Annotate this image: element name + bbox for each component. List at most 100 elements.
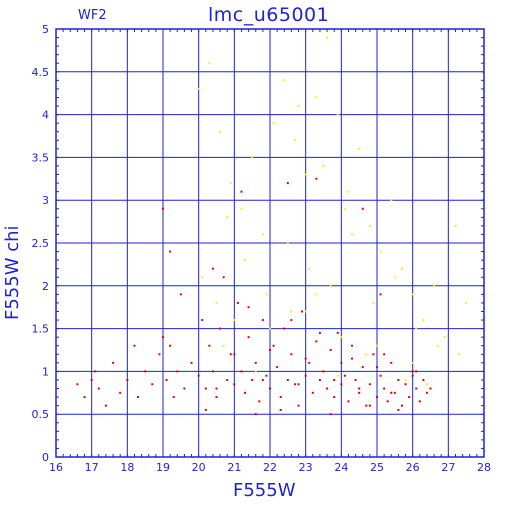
red-point (222, 276, 225, 279)
yellow-point (293, 139, 296, 142)
yellow-point (422, 319, 425, 322)
red-point (261, 378, 264, 381)
yellow-point (372, 301, 375, 304)
y-tick-label: 0 (42, 451, 49, 464)
yellow-point (347, 190, 350, 193)
yellow-point (297, 105, 300, 108)
red-point (290, 353, 293, 356)
yellow-point (326, 36, 329, 39)
red-point (286, 378, 289, 381)
red-point (176, 370, 179, 373)
red-point (290, 319, 293, 322)
yellow-point (226, 216, 229, 219)
red-point (151, 383, 154, 386)
yellow-point (368, 224, 371, 227)
red-point (301, 310, 304, 313)
x-tick-label: 19 (156, 461, 170, 474)
red-point (240, 370, 243, 373)
yellow-point (390, 199, 393, 202)
yellow-point (329, 284, 332, 287)
red-point (265, 374, 268, 377)
red-point (229, 353, 232, 356)
red-point (83, 396, 86, 399)
yellow-point (443, 336, 446, 339)
red-point (279, 408, 282, 411)
red-point (340, 361, 343, 364)
red-point (190, 361, 193, 364)
red-point (308, 361, 311, 364)
x-tick-label: 23 (299, 461, 313, 474)
red-point (361, 207, 364, 210)
yellow-point (365, 353, 368, 356)
x-tick-label: 22 (263, 461, 277, 474)
yellow-point (219, 130, 222, 133)
red-point (251, 378, 254, 381)
red-point (390, 391, 393, 394)
red-point (119, 391, 122, 394)
red-point (336, 331, 339, 334)
red-point (347, 400, 350, 403)
red-point (183, 387, 186, 390)
red-point (397, 408, 400, 411)
red-point (379, 293, 382, 296)
yellow-point (283, 79, 286, 82)
red-point (211, 370, 214, 373)
red-point (408, 396, 411, 399)
yellow-point (400, 267, 403, 270)
yellow-point (454, 224, 457, 227)
yellow-point (315, 96, 318, 99)
red-point (372, 353, 375, 356)
yellow-point (358, 147, 361, 150)
y-tick-label: 4 (42, 109, 49, 122)
red-point (315, 340, 318, 343)
red-point (233, 353, 236, 356)
red-point (236, 301, 239, 304)
yellow-point (290, 310, 293, 313)
yellow-point (304, 310, 307, 313)
red-point (318, 331, 321, 334)
yellow-point (251, 156, 254, 159)
red-point (425, 391, 428, 394)
y-tick-label: 1 (42, 365, 49, 378)
yellow-point (343, 207, 346, 210)
red-point (90, 378, 93, 381)
red-point (379, 374, 382, 377)
red-point (304, 374, 307, 377)
red-point (261, 319, 264, 322)
red-point (269, 387, 271, 390)
red-point (329, 349, 332, 351)
red-point (315, 177, 318, 180)
yellow-point (415, 327, 418, 330)
red-point (390, 361, 393, 364)
red-point (279, 396, 282, 399)
yellow-point (315, 293, 318, 296)
red-point (233, 383, 236, 386)
red-point (272, 344, 275, 347)
red-point (276, 366, 279, 369)
red-point (219, 327, 222, 330)
yellow-point (201, 276, 204, 279)
red-point (162, 207, 164, 210)
yellow-point (229, 182, 232, 185)
yellow-point (465, 301, 468, 304)
yellow-point (308, 267, 311, 270)
red-point (211, 267, 214, 270)
yellow-point (322, 164, 325, 167)
yellow-point (404, 378, 407, 381)
yellow-point (244, 259, 247, 262)
red-point (179, 293, 182, 296)
x-tick-label: 17 (85, 461, 99, 474)
red-point (297, 404, 300, 407)
x-tick-label: 27 (441, 461, 455, 474)
x-tick-label: 16 (49, 461, 63, 474)
yellow-point (304, 173, 307, 176)
red-point (318, 378, 321, 381)
y-tick-label: 2.5 (32, 237, 50, 250)
red-point (226, 378, 229, 381)
red-point (415, 370, 418, 373)
y-tick-label: 3 (42, 194, 49, 207)
red-point (351, 357, 354, 360)
yellow-point (393, 276, 396, 279)
red-point (94, 370, 97, 373)
